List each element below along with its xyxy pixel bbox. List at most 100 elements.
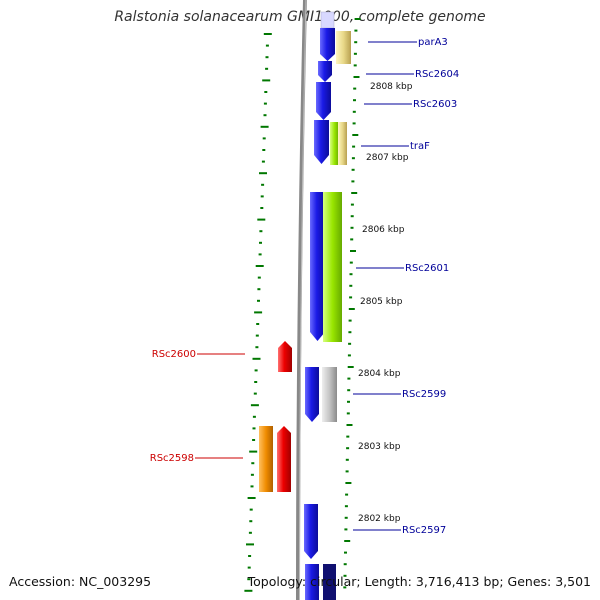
- outer-tick: [252, 415, 256, 418]
- inner-tick: [352, 134, 359, 136]
- outer-tick: [265, 67, 269, 70]
- outer-tick: [249, 520, 253, 523]
- cog-traF-green: [330, 122, 339, 165]
- outer-tick: [258, 253, 262, 256]
- inner-tick: [344, 551, 347, 554]
- inner-tick: [353, 52, 357, 55]
- inner-tick: [345, 470, 349, 473]
- inner-tick: [344, 540, 351, 542]
- outer-tick-track: [244, 33, 272, 592]
- cds-parA3-forward-arrow[interactable]: [320, 28, 335, 61]
- outer-tick: [257, 288, 261, 291]
- cds-RSc2598-reverse[interactable]: [277, 426, 291, 492]
- gene-label-RSc2603[interactable]: RSc2603: [413, 99, 457, 110]
- outer-tick: [255, 265, 264, 267]
- inner-tick: [353, 64, 357, 67]
- map-title: Ralstonia solanacearum GMI1000, complete…: [114, 9, 486, 25]
- cog-parA3: [336, 31, 351, 64]
- inner-tick: [353, 99, 356, 102]
- gene-label-traF[interactable]: traF: [410, 141, 430, 152]
- outer-tick: [264, 91, 268, 93]
- outer-tick: [252, 439, 256, 441]
- inner-tick: [353, 87, 357, 90]
- gene-label-RSc2599[interactable]: RSc2599: [402, 389, 446, 400]
- outer-tick: [263, 114, 267, 117]
- cds-next-forward-a[interactable]: [305, 564, 319, 600]
- cds-next-forward-b[interactable]: [323, 564, 336, 600]
- kbp-scale-labels: 2808 kbp 2807 kbp 2806 kbp 2805 kbp 2804 kbp…: [358, 82, 413, 524]
- outer-tick: [250, 473, 254, 476]
- gene-label-RSc2600[interactable]: RSc2600: [152, 349, 196, 360]
- cds-RSc2598-reverse-orange[interactable]: [259, 426, 273, 492]
- outer-tick: [244, 589, 253, 592]
- outer-tick: [249, 450, 258, 453]
- gene-label-RSc2597[interactable]: RSc2597: [402, 525, 446, 536]
- inner-tick: [346, 412, 350, 415]
- outer-tick: [251, 462, 255, 465]
- gene-label-parA3[interactable]: parA3: [418, 37, 448, 48]
- kbp-label-2805: 2805 kbp: [360, 297, 403, 307]
- inner-tick: [353, 76, 360, 78]
- inner-tick: [346, 435, 350, 438]
- inner-tick: [349, 296, 353, 299]
- inner-tick: [352, 122, 356, 125]
- outer-tick: [259, 230, 263, 233]
- cds-traF-forward[interactable]: [314, 120, 329, 164]
- inner-tick: [350, 250, 356, 252]
- inner-tick: [349, 284, 353, 287]
- inner-tick: [345, 482, 352, 484]
- inner-tick-track: [343, 18, 361, 589]
- outer-tick: [249, 508, 253, 511]
- cds-RSc2599-forward[interactable]: [305, 367, 319, 422]
- outer-tick: [260, 125, 269, 128]
- cds-RSc2603-forward[interactable]: [316, 82, 331, 120]
- gene-label-RSc2598[interactable]: RSc2598: [150, 453, 194, 464]
- outer-tick: [257, 276, 261, 279]
- outer-tick: [257, 218, 266, 221]
- inner-tick: [343, 563, 347, 566]
- inner-tick: [348, 342, 352, 345]
- outer-tick: [255, 346, 259, 349]
- outer-tick: [265, 56, 269, 59]
- inner-tick: [345, 458, 349, 461]
- inner-tick: [352, 110, 356, 113]
- outer-tick: [265, 44, 269, 47]
- cds-RSc2604-forward[interactable]: [318, 61, 332, 82]
- inner-tick: [344, 528, 348, 531]
- gene-label-RSc2601[interactable]: RSc2601: [405, 263, 449, 274]
- cds-RSc2597-forward[interactable]: [304, 504, 318, 559]
- inner-tick: [354, 18, 361, 20]
- inner-tick: [350, 226, 354, 229]
- inner-tick: [350, 203, 354, 206]
- inner-tick: [347, 377, 351, 380]
- inner-tick: [347, 366, 354, 368]
- inner-tick: [348, 319, 352, 322]
- kbp-label-2807: 2807 kbp: [366, 153, 409, 163]
- gene-label-RSc2604[interactable]: RSc2604: [415, 69, 459, 80]
- cds-RSc2600-reverse[interactable]: [278, 341, 292, 372]
- cog-RSc2601: [323, 192, 342, 342]
- outer-tick: [247, 578, 251, 581]
- inner-tick: [349, 261, 353, 264]
- gene-labels: parA3 RSc2604 RSc2603 traF RSc2601 RSc2600 RSc…: [150, 37, 460, 536]
- outer-tick: [256, 323, 260, 325]
- outer-tick: [263, 102, 267, 105]
- outer-tick: [262, 79, 271, 82]
- outer-tick: [252, 427, 256, 430]
- inner-tick: [344, 505, 348, 508]
- inner-tick: [354, 41, 358, 44]
- inner-tick: [348, 308, 355, 310]
- inner-tick: [351, 192, 358, 194]
- cds-RSc2601-forward[interactable]: [310, 192, 325, 341]
- outer-tick: [260, 195, 264, 198]
- outer-tick: [262, 137, 266, 140]
- cds-parA3-forward[interactable]: [320, 11, 335, 29]
- outer-tick: [252, 357, 261, 360]
- inner-tick: [354, 29, 358, 32]
- inner-tick: [347, 354, 351, 357]
- outer-tick: [247, 497, 256, 499]
- outer-tick: [259, 172, 267, 175]
- outer-tick: [254, 311, 263, 314]
- outer-tick: [262, 149, 266, 151]
- outer-tick: [255, 334, 259, 337]
